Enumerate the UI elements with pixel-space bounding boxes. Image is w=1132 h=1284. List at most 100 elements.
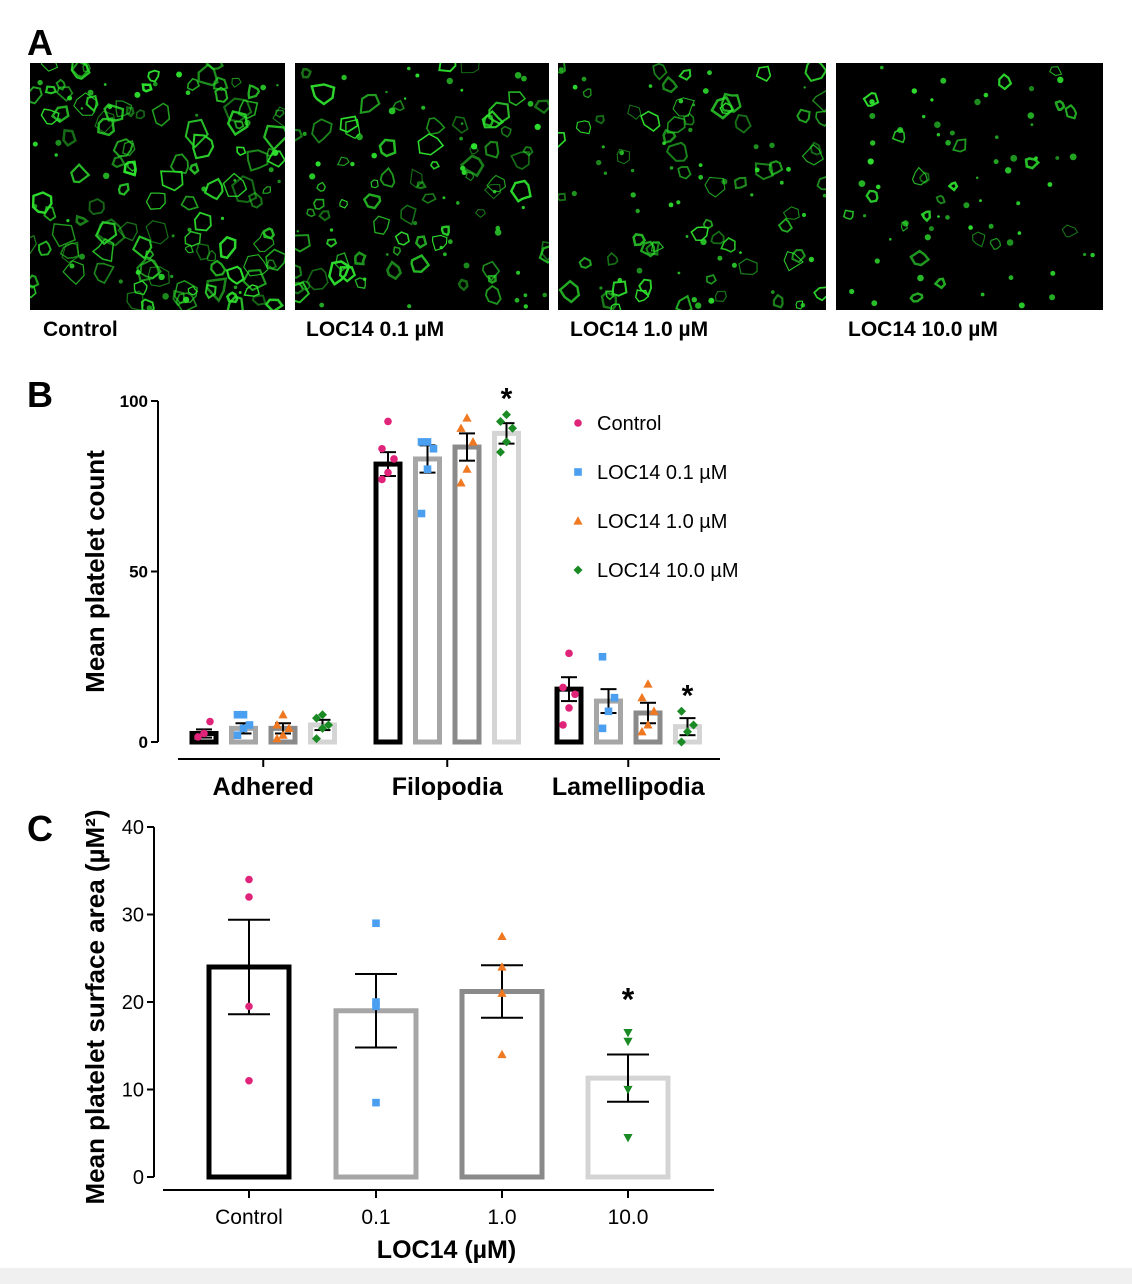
platelet-dot bbox=[822, 193, 826, 198]
platelet-shape bbox=[295, 234, 311, 253]
platelet-dot bbox=[917, 274, 924, 282]
platelet-dot bbox=[698, 163, 703, 167]
platelet-shape bbox=[172, 289, 186, 307]
platelet-dot bbox=[107, 104, 113, 110]
platelet-shape bbox=[782, 206, 800, 220]
platelet-dot bbox=[691, 297, 697, 303]
platelet-shape bbox=[225, 265, 245, 285]
data-point bbox=[508, 423, 517, 433]
platelet-shape bbox=[460, 63, 480, 74]
platelet-shape bbox=[720, 92, 742, 113]
data-point bbox=[384, 468, 392, 477]
platelet-dot bbox=[945, 215, 950, 220]
platelet-dot bbox=[753, 144, 759, 150]
platelet-shape bbox=[219, 235, 237, 260]
platelet-shape bbox=[151, 102, 171, 127]
platelet-dot bbox=[889, 238, 892, 241]
platelet-dot bbox=[534, 123, 541, 130]
platelet-shape bbox=[295, 128, 304, 142]
data-point bbox=[239, 724, 248, 733]
platelet-dot bbox=[238, 291, 242, 294]
platelet-shape bbox=[30, 284, 37, 299]
data-point bbox=[623, 1029, 633, 1038]
platelet-dot bbox=[630, 168, 635, 173]
platelet-shape bbox=[611, 280, 628, 297]
platelet-shape bbox=[59, 242, 80, 259]
platelet-dot bbox=[350, 161, 355, 167]
platelet-dot bbox=[993, 159, 999, 165]
significance-star: * bbox=[501, 383, 513, 416]
platelet-shape bbox=[481, 260, 501, 282]
data-point bbox=[378, 475, 386, 484]
platelet-dot bbox=[1055, 156, 1060, 160]
platelet-dot bbox=[1010, 154, 1018, 162]
platelet-shape bbox=[56, 86, 74, 103]
platelet-shape bbox=[777, 217, 793, 233]
legend-label: Control bbox=[597, 413, 661, 435]
data-point bbox=[496, 447, 505, 457]
data-point bbox=[649, 706, 659, 715]
platelet-dot bbox=[385, 253, 389, 256]
data-point bbox=[372, 1098, 380, 1107]
platelet-shape bbox=[678, 68, 692, 81]
platelet-dot bbox=[930, 98, 934, 102]
platelet-shape bbox=[266, 259, 278, 269]
platelet-shape bbox=[231, 77, 242, 88]
platelet-dot bbox=[698, 174, 704, 180]
platelet-dot bbox=[470, 143, 478, 150]
platelet-dot bbox=[581, 76, 587, 82]
data-point bbox=[689, 720, 698, 730]
data-point bbox=[559, 721, 567, 729]
platelet-dot bbox=[272, 149, 279, 156]
platelet-dot bbox=[800, 303, 806, 308]
platelet-shape bbox=[147, 266, 170, 287]
platelet-shape bbox=[911, 166, 928, 186]
bar bbox=[413, 456, 442, 745]
platelet-shape bbox=[353, 251, 367, 266]
platelet-shape bbox=[432, 234, 448, 252]
platelet-dot bbox=[1005, 167, 1012, 174]
platelet-dot bbox=[922, 114, 926, 119]
platelet-dot bbox=[456, 201, 460, 205]
micrograph-loc14-1-0 bbox=[558, 63, 826, 310]
platelet-dot bbox=[702, 88, 709, 94]
platelet-shape bbox=[184, 230, 202, 247]
data-point bbox=[456, 423, 466, 432]
platelet-dot bbox=[244, 119, 251, 126]
platelet-shape bbox=[311, 118, 333, 144]
platelet-dot bbox=[911, 88, 917, 94]
platelet-shape bbox=[31, 191, 53, 215]
platelet-shape bbox=[842, 209, 855, 220]
platelet-dot bbox=[983, 92, 989, 98]
x-tick-label: Control bbox=[215, 1206, 283, 1229]
platelet-dot bbox=[849, 288, 855, 295]
data-point bbox=[496, 416, 505, 426]
platelet-shape bbox=[459, 154, 485, 178]
data-point bbox=[372, 998, 380, 1006]
platelet-shape bbox=[30, 274, 40, 289]
platelet-shape bbox=[394, 231, 410, 246]
platelet-shape bbox=[510, 151, 530, 170]
data-point bbox=[194, 733, 202, 741]
platelet-shape bbox=[484, 284, 502, 305]
platelet-shape bbox=[690, 226, 709, 241]
platelet-shape bbox=[440, 225, 450, 237]
platelet-shape bbox=[147, 69, 160, 83]
platelet-dot bbox=[542, 292, 547, 298]
platelet-shape bbox=[438, 63, 457, 73]
platelet-shape bbox=[639, 240, 656, 258]
platelet-dot bbox=[103, 83, 107, 86]
platelet-dot bbox=[55, 139, 62, 146]
y-axis-label: Mean platelet surface area (µM²) bbox=[80, 810, 110, 1205]
platelet-dot bbox=[233, 285, 238, 290]
x-tick-label: Lamellipodia bbox=[552, 773, 706, 801]
platelet-dot bbox=[974, 98, 981, 106]
platelet-dot bbox=[924, 234, 931, 241]
platelet-shape bbox=[558, 63, 567, 75]
micrograph-label-loc14-10-0: LOC14 10.0 µM bbox=[848, 318, 998, 341]
platelet-dot bbox=[276, 84, 279, 87]
platelet-dot bbox=[558, 67, 564, 73]
platelet-shape bbox=[117, 221, 138, 242]
platelet-shape bbox=[94, 221, 118, 246]
data-point bbox=[565, 649, 573, 658]
